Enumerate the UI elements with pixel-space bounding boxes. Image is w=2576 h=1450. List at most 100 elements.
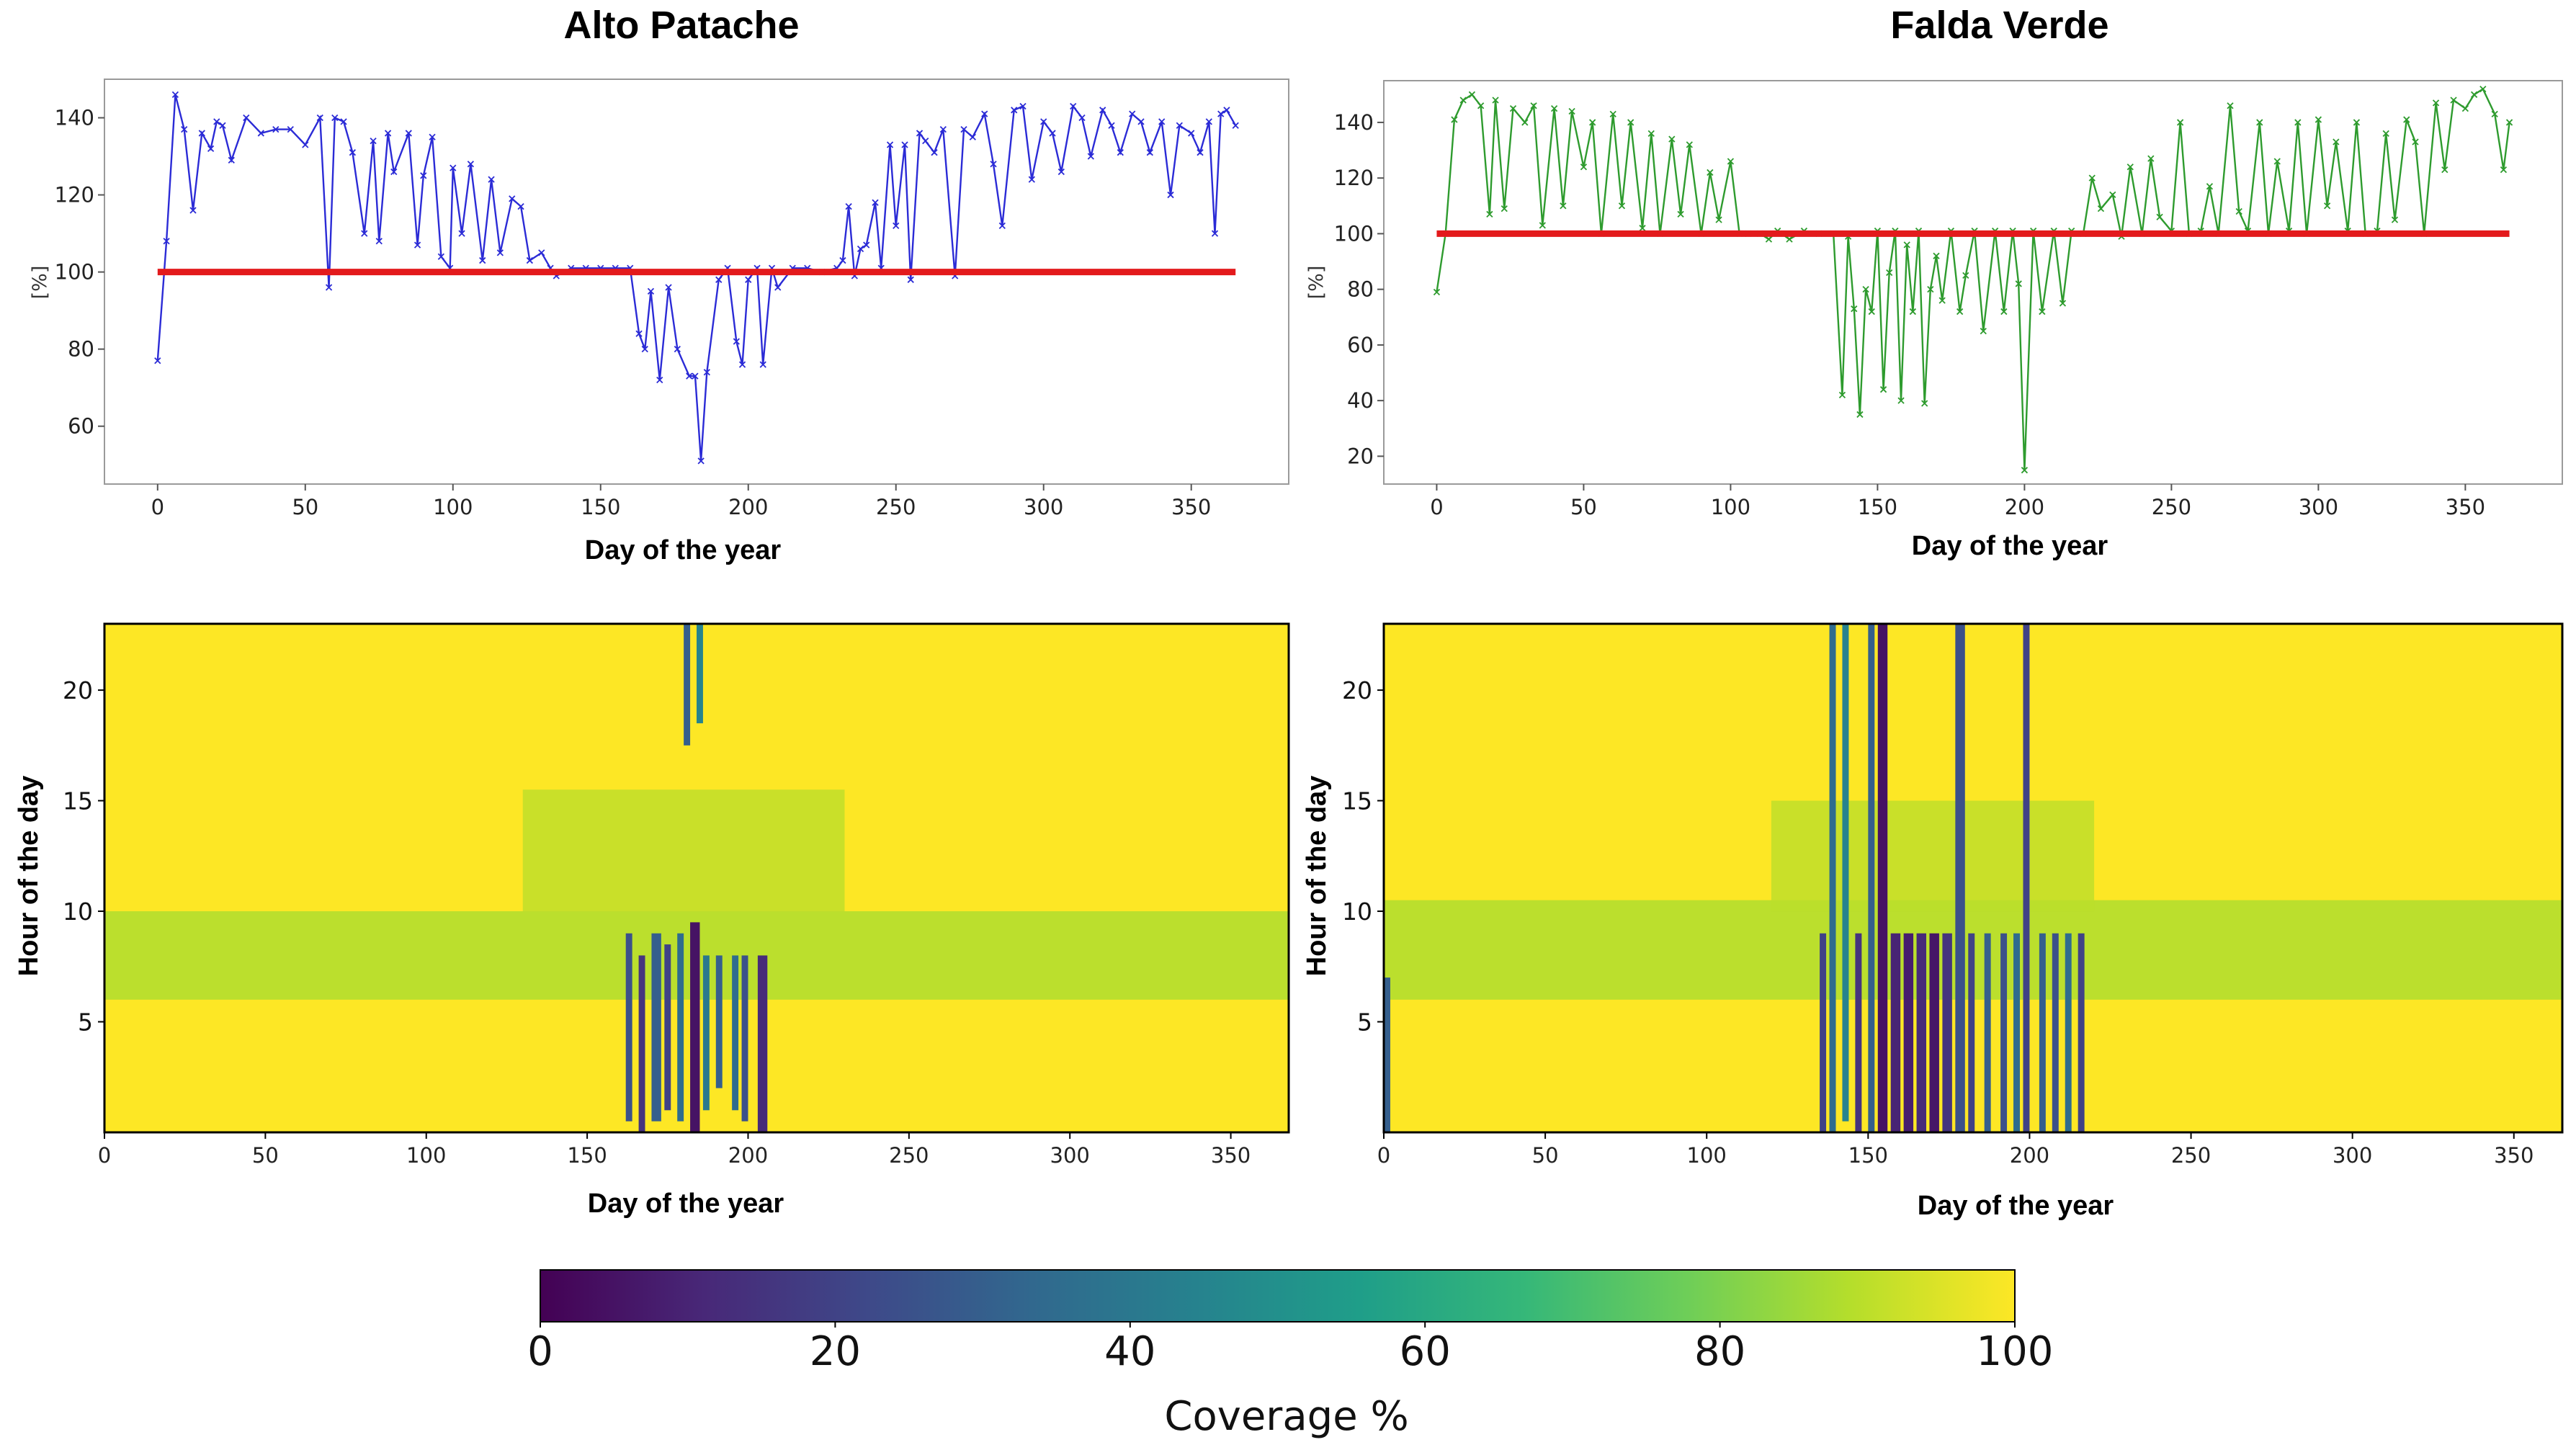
falda-low-coverage-streak xyxy=(1890,933,1901,1132)
falda-data-point xyxy=(1539,222,1546,229)
falda-data-point xyxy=(1862,286,1869,293)
alto-data-point xyxy=(1188,130,1195,137)
alto-data-point xyxy=(1176,122,1183,129)
alto-heatmap-xtick-label: 150 xyxy=(567,1143,607,1168)
alto-low-coverage-streak xyxy=(702,955,710,1111)
alto-heatmap-xtick-label: 250 xyxy=(889,1143,929,1168)
alto-data-point xyxy=(1099,107,1106,114)
alto-heatmap-cells xyxy=(104,624,1289,1132)
falda-low-coverage-streak xyxy=(2039,933,2046,1132)
alto-heatmap-xtick-label: 100 xyxy=(406,1143,446,1168)
alto-data-point xyxy=(1197,149,1204,156)
alto-data-point xyxy=(998,222,1006,230)
alto-line-xtick-label: 150 xyxy=(581,495,620,519)
falda-low-coverage-streak xyxy=(2013,933,2020,1132)
falda-data-point xyxy=(1568,107,1575,115)
falda-data-point xyxy=(2441,166,2448,174)
alto-low-coverage-streak xyxy=(664,944,671,1111)
falda-line-xtick-label: 150 xyxy=(1858,495,1897,519)
falda-data-point xyxy=(1609,110,1616,117)
alto-data-point xyxy=(1223,107,1230,114)
falda-data-point xyxy=(2147,155,2155,162)
alto-data-point xyxy=(526,256,534,264)
falda-data-point xyxy=(1838,391,1846,399)
alto-heatmap-xtick-label: 0 xyxy=(98,1143,111,1168)
falda-data-point xyxy=(1618,202,1626,210)
falda-data-point xyxy=(1956,308,1964,315)
falda-low-coverage-streak xyxy=(2023,624,2030,1132)
alto-data-point xyxy=(990,161,997,168)
falda-data-point xyxy=(2059,300,2067,307)
falda-data-point xyxy=(1980,327,1987,335)
panel-falda-verde-heatmap: 0 50 100 150 200 250 300 350 5 10 15 20 xyxy=(1342,622,2564,1168)
alto-heatmap-ytick-label: 15 xyxy=(63,787,93,815)
alto-heatmap-xtick-label: 300 xyxy=(1050,1143,1090,1168)
falda-low-coverage-streak xyxy=(1829,624,1836,1132)
panel-alto-patache-heatmap: 0 50 100 150 200 250 300 350 5 10 15 20 xyxy=(63,622,1290,1168)
falda-line-xtick-label: 100 xyxy=(1711,495,1750,519)
falda-data-point xyxy=(1647,130,1655,138)
falda-data-point xyxy=(2227,102,2234,109)
alto-heatmap-ytick-label: 20 xyxy=(63,676,93,704)
alto-data-point xyxy=(1117,149,1124,156)
falda-heatmap-xtick-label: 0 xyxy=(1377,1143,1390,1168)
alto-data-point xyxy=(272,125,279,133)
falda-data-point xyxy=(2382,130,2389,138)
alto-line-xtick-label: 200 xyxy=(728,495,768,519)
falda-data-point xyxy=(1938,297,1946,304)
falda-data-point xyxy=(2039,308,2046,315)
colorbar-tick-label: 60 xyxy=(1400,1328,1451,1375)
alto-data-point xyxy=(538,249,545,256)
falda-data-point xyxy=(1486,210,1493,218)
alto-data-point xyxy=(302,141,309,148)
falda-data-point xyxy=(2256,119,2263,126)
alto-line-ytick-label: 60 xyxy=(68,414,94,439)
alto-data-point xyxy=(1057,168,1065,176)
alto-low-coverage-streak xyxy=(732,955,739,1111)
alto-data-point xyxy=(960,125,967,133)
alto-data-point xyxy=(361,230,368,237)
alto-data-point xyxy=(349,149,357,156)
colorbar-tick-label: 0 xyxy=(527,1328,553,1375)
alto-low-coverage-streak xyxy=(651,933,661,1122)
alto-data-point xyxy=(163,238,170,245)
alto-data-point xyxy=(316,114,323,122)
alto-data-point xyxy=(405,130,412,137)
falda-data-point xyxy=(1903,241,1910,249)
falda-line-ytick-label: 80 xyxy=(1347,277,1374,302)
alto-low-coverage-streak xyxy=(715,955,723,1088)
alto-data-point xyxy=(916,130,923,137)
alto-data-point xyxy=(981,110,988,117)
alto-data-point xyxy=(745,276,752,283)
alto-data-point xyxy=(450,164,457,171)
falda-line-ytick-label: 20 xyxy=(1347,444,1374,468)
alto-heatmap-xtick-label: 200 xyxy=(728,1143,768,1168)
alto-data-point xyxy=(857,245,864,253)
panel-alto-patache-line: 0 50 100 150 200 250 300 350 60 80 100 120 140 xyxy=(55,79,1289,519)
alto-line-xtick-label: 250 xyxy=(876,495,916,519)
falda-data-point xyxy=(1851,305,1858,313)
alto-low-coverage-streak xyxy=(697,624,703,724)
alto-data-point xyxy=(1167,191,1174,199)
falda-data-point xyxy=(1627,119,1634,126)
colorbar-label: Coverage % xyxy=(1164,1393,1408,1440)
falda-data-point xyxy=(1501,205,1508,212)
alto-data-point xyxy=(1232,122,1239,129)
alto-data-point xyxy=(370,138,377,145)
falda-data-point xyxy=(2015,280,2022,287)
alto-data-point xyxy=(656,376,663,384)
falda-data-point xyxy=(1468,91,1476,98)
falda-data-point xyxy=(1433,288,1441,296)
alto-data-point xyxy=(839,256,846,264)
falda-data-point xyxy=(2097,205,2105,212)
alto-data-point xyxy=(458,230,465,237)
title-falda-verde: Falda Verde xyxy=(1890,4,2108,47)
falda-line-xtick-label: 50 xyxy=(1570,495,1597,519)
falda-data-point xyxy=(2391,216,2399,223)
falda-data-point xyxy=(1868,308,1875,315)
falda-data-point xyxy=(1509,104,1517,112)
ylabel-alto-heatmap: Hour of the day xyxy=(14,776,44,977)
panel-falda-verde-line: 0 50 100 150 200 250 300 350 20 40 60 80 100 120 140 xyxy=(1334,80,2563,519)
falda-low-coverage-streak xyxy=(2000,933,2008,1132)
